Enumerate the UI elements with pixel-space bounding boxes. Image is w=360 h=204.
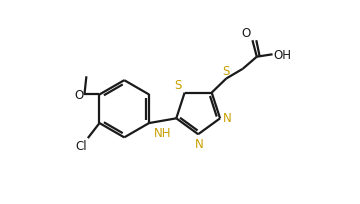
Text: Cl: Cl: [75, 139, 87, 152]
Text: NH: NH: [154, 127, 171, 140]
Text: N: N: [223, 112, 232, 124]
Text: N: N: [195, 138, 204, 151]
Text: S: S: [222, 64, 230, 77]
Text: OH: OH: [273, 49, 291, 61]
Text: O: O: [241, 27, 251, 40]
Text: O: O: [74, 89, 84, 101]
Text: S: S: [174, 79, 181, 92]
